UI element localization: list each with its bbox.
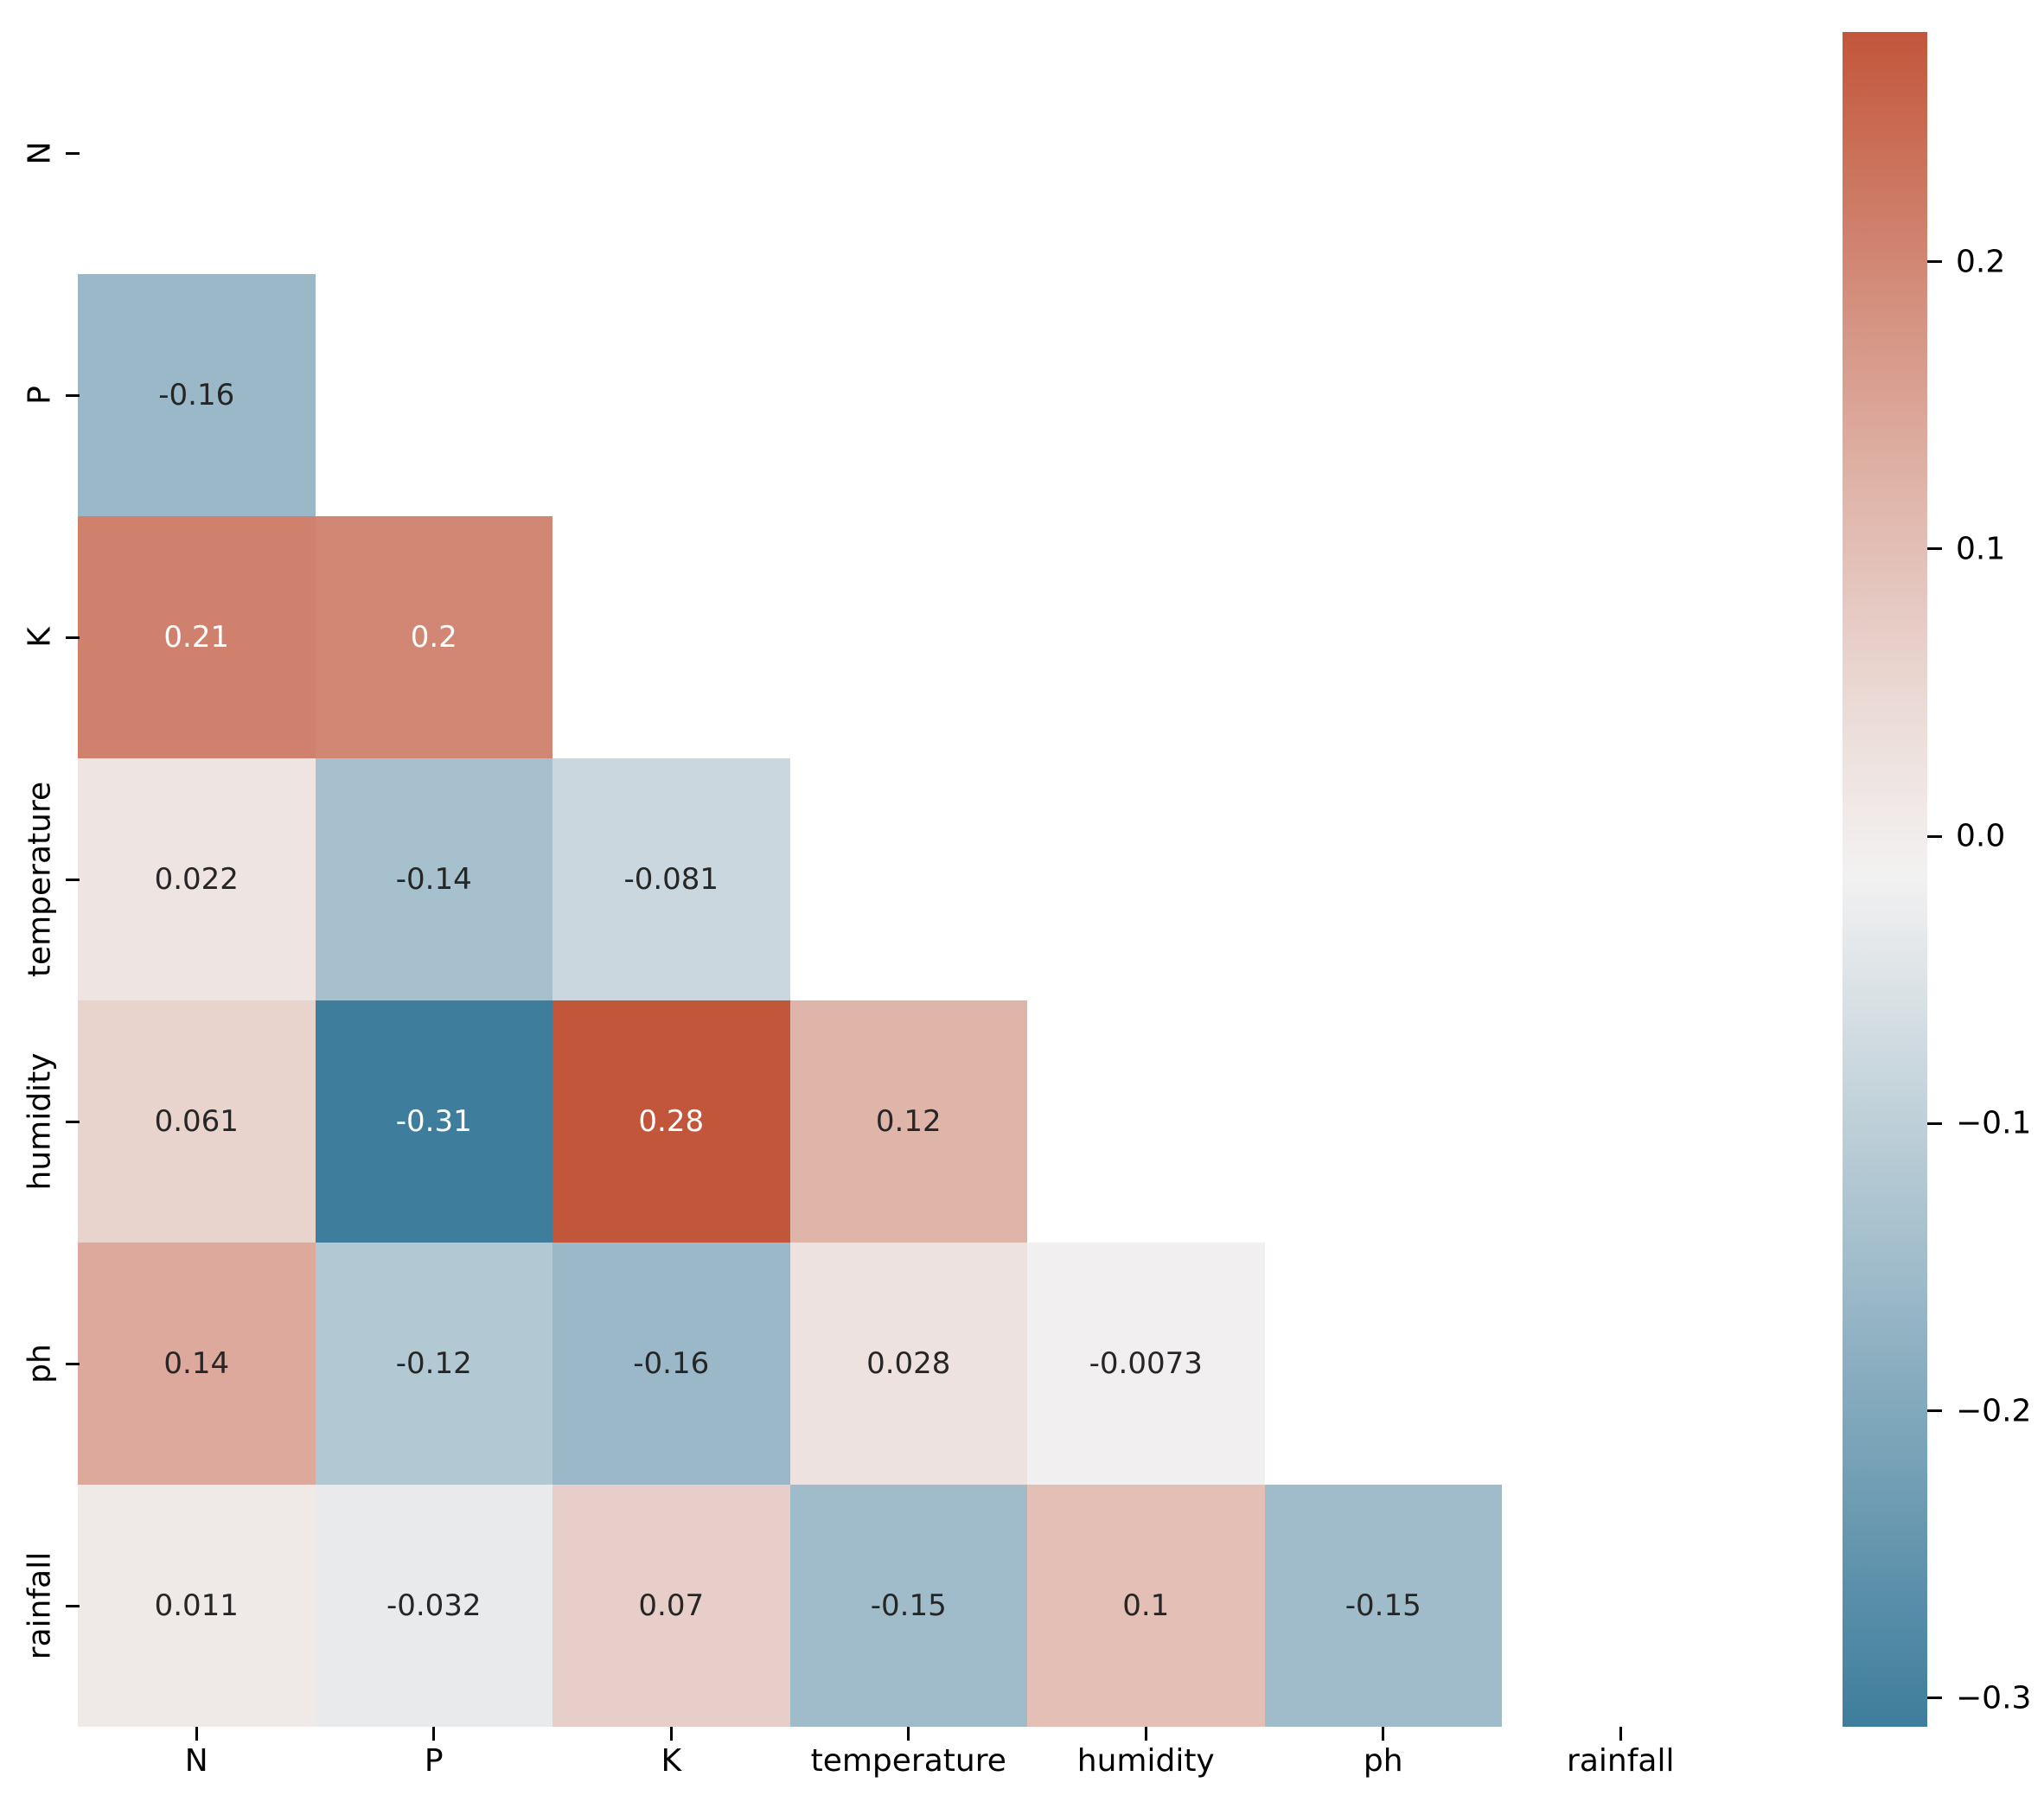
heatmap-cell: -0.16 [553,1243,790,1485]
colorbar-tick-label: 0.0 [1956,818,2006,854]
heatmap-cell: 0.14 [78,1243,316,1485]
cell-value: 0.011 [154,1588,239,1623]
cell-value: 0.1 [1122,1588,1170,1623]
cell-value: 0.061 [154,1104,239,1139]
heatmap-cell: 0.011 [78,1485,316,1727]
x-tick-mark [195,1727,198,1741]
colorbar-tick-label: −0.1 [1956,1105,2032,1141]
cell-value: 0.12 [875,1104,942,1139]
heatmap-cell: 0.28 [553,1000,790,1243]
cell-value: -0.081 [623,862,719,897]
heatmap-cell: 0.07 [553,1485,790,1727]
cell-value: -0.16 [633,1346,710,1381]
colorbar-tick-label: 0.1 [1956,531,2006,567]
y-tick-mark [66,151,80,155]
x-tick-mark [1144,1727,1147,1741]
y-tick-label: K [22,627,58,648]
heatmap-cell: -0.31 [315,1000,553,1243]
x-tick-label: N [184,1743,208,1779]
colorbar [1843,32,1927,1727]
x-tick-label: rainfall [1567,1743,1675,1779]
y-tick-mark [66,878,80,881]
colorbar-tick-mark [1927,1409,1942,1413]
heatmap-cell: -0.15 [1264,1485,1502,1727]
x-tick-label: K [661,1743,682,1779]
cell-value: 0.022 [154,862,239,897]
y-tick-mark [66,1604,80,1607]
colorbar-tick-mark [1927,547,1942,551]
x-tick-mark [669,1727,673,1741]
y-tick-label: ph [22,1344,58,1383]
heatmap-cell: 0.2 [315,516,553,758]
heatmap-cell: -0.15 [789,1485,1027,1727]
y-tick-label: N [22,141,58,165]
heatmap-cell: -0.081 [553,758,790,1000]
x-tick-mark [907,1727,910,1741]
colorbar-tick-label: −0.3 [1956,1680,2032,1716]
colorbar-tick-label: 0.2 [1956,244,2006,280]
x-tick-label: ph [1363,1743,1403,1779]
y-tick-mark [66,636,80,639]
cell-value: 0.21 [163,620,230,655]
colorbar-tick-mark [1927,1121,1942,1125]
cell-value: 0.2 [410,620,457,655]
heatmap-cell: -0.12 [315,1243,553,1485]
heatmap-cell: -0.0073 [1027,1243,1265,1485]
cell-value: -0.15 [870,1588,947,1623]
colorbar-tick-mark [1927,834,1942,838]
y-tick-label: temperature [22,781,58,978]
cell-value: -0.12 [395,1346,472,1381]
heatmap-cell: 0.028 [789,1243,1027,1485]
heatmap-cell: 0.12 [789,1000,1027,1243]
y-tick-label: humidity [22,1052,58,1191]
heatmap-cell: -0.14 [315,758,553,1000]
heatmap-cell: 0.022 [78,758,316,1000]
x-tick-mark [432,1727,436,1741]
cell-value: 0.28 [638,1104,705,1139]
y-tick-label: rainfall [22,1551,58,1660]
y-tick-mark [66,393,80,397]
colorbar-tick-mark [1927,1697,1942,1700]
x-tick-label: P [424,1743,444,1779]
heatmap-cell: -0.032 [315,1485,553,1727]
cell-value: -0.0073 [1089,1346,1203,1381]
cell-value: -0.14 [395,862,472,897]
x-tick-mark [1382,1727,1385,1741]
heatmap-cell: -0.16 [78,274,316,516]
x-tick-mark [1619,1727,1622,1741]
heatmap-cell: 0.061 [78,1000,316,1243]
cell-value: -0.032 [386,1588,482,1623]
cell-value: -0.31 [395,1104,472,1139]
colorbar-tick-mark [1927,260,1942,264]
cell-value: -0.16 [158,378,235,412]
heatmap-cell: 0.1 [1027,1485,1265,1727]
cell-value: -0.15 [1345,1588,1421,1623]
heatmap-cell: 0.21 [78,516,316,758]
x-tick-label: temperature [810,1743,1006,1779]
y-tick-mark [66,1120,80,1123]
y-tick-label: P [22,386,58,405]
cell-value: 0.07 [638,1588,705,1623]
cell-value: 0.14 [163,1346,230,1381]
y-tick-mark [66,1362,80,1365]
colorbar-tick-label: −0.2 [1956,1393,2032,1429]
cell-value: 0.028 [866,1346,951,1381]
x-tick-label: humidity [1076,1743,1215,1779]
